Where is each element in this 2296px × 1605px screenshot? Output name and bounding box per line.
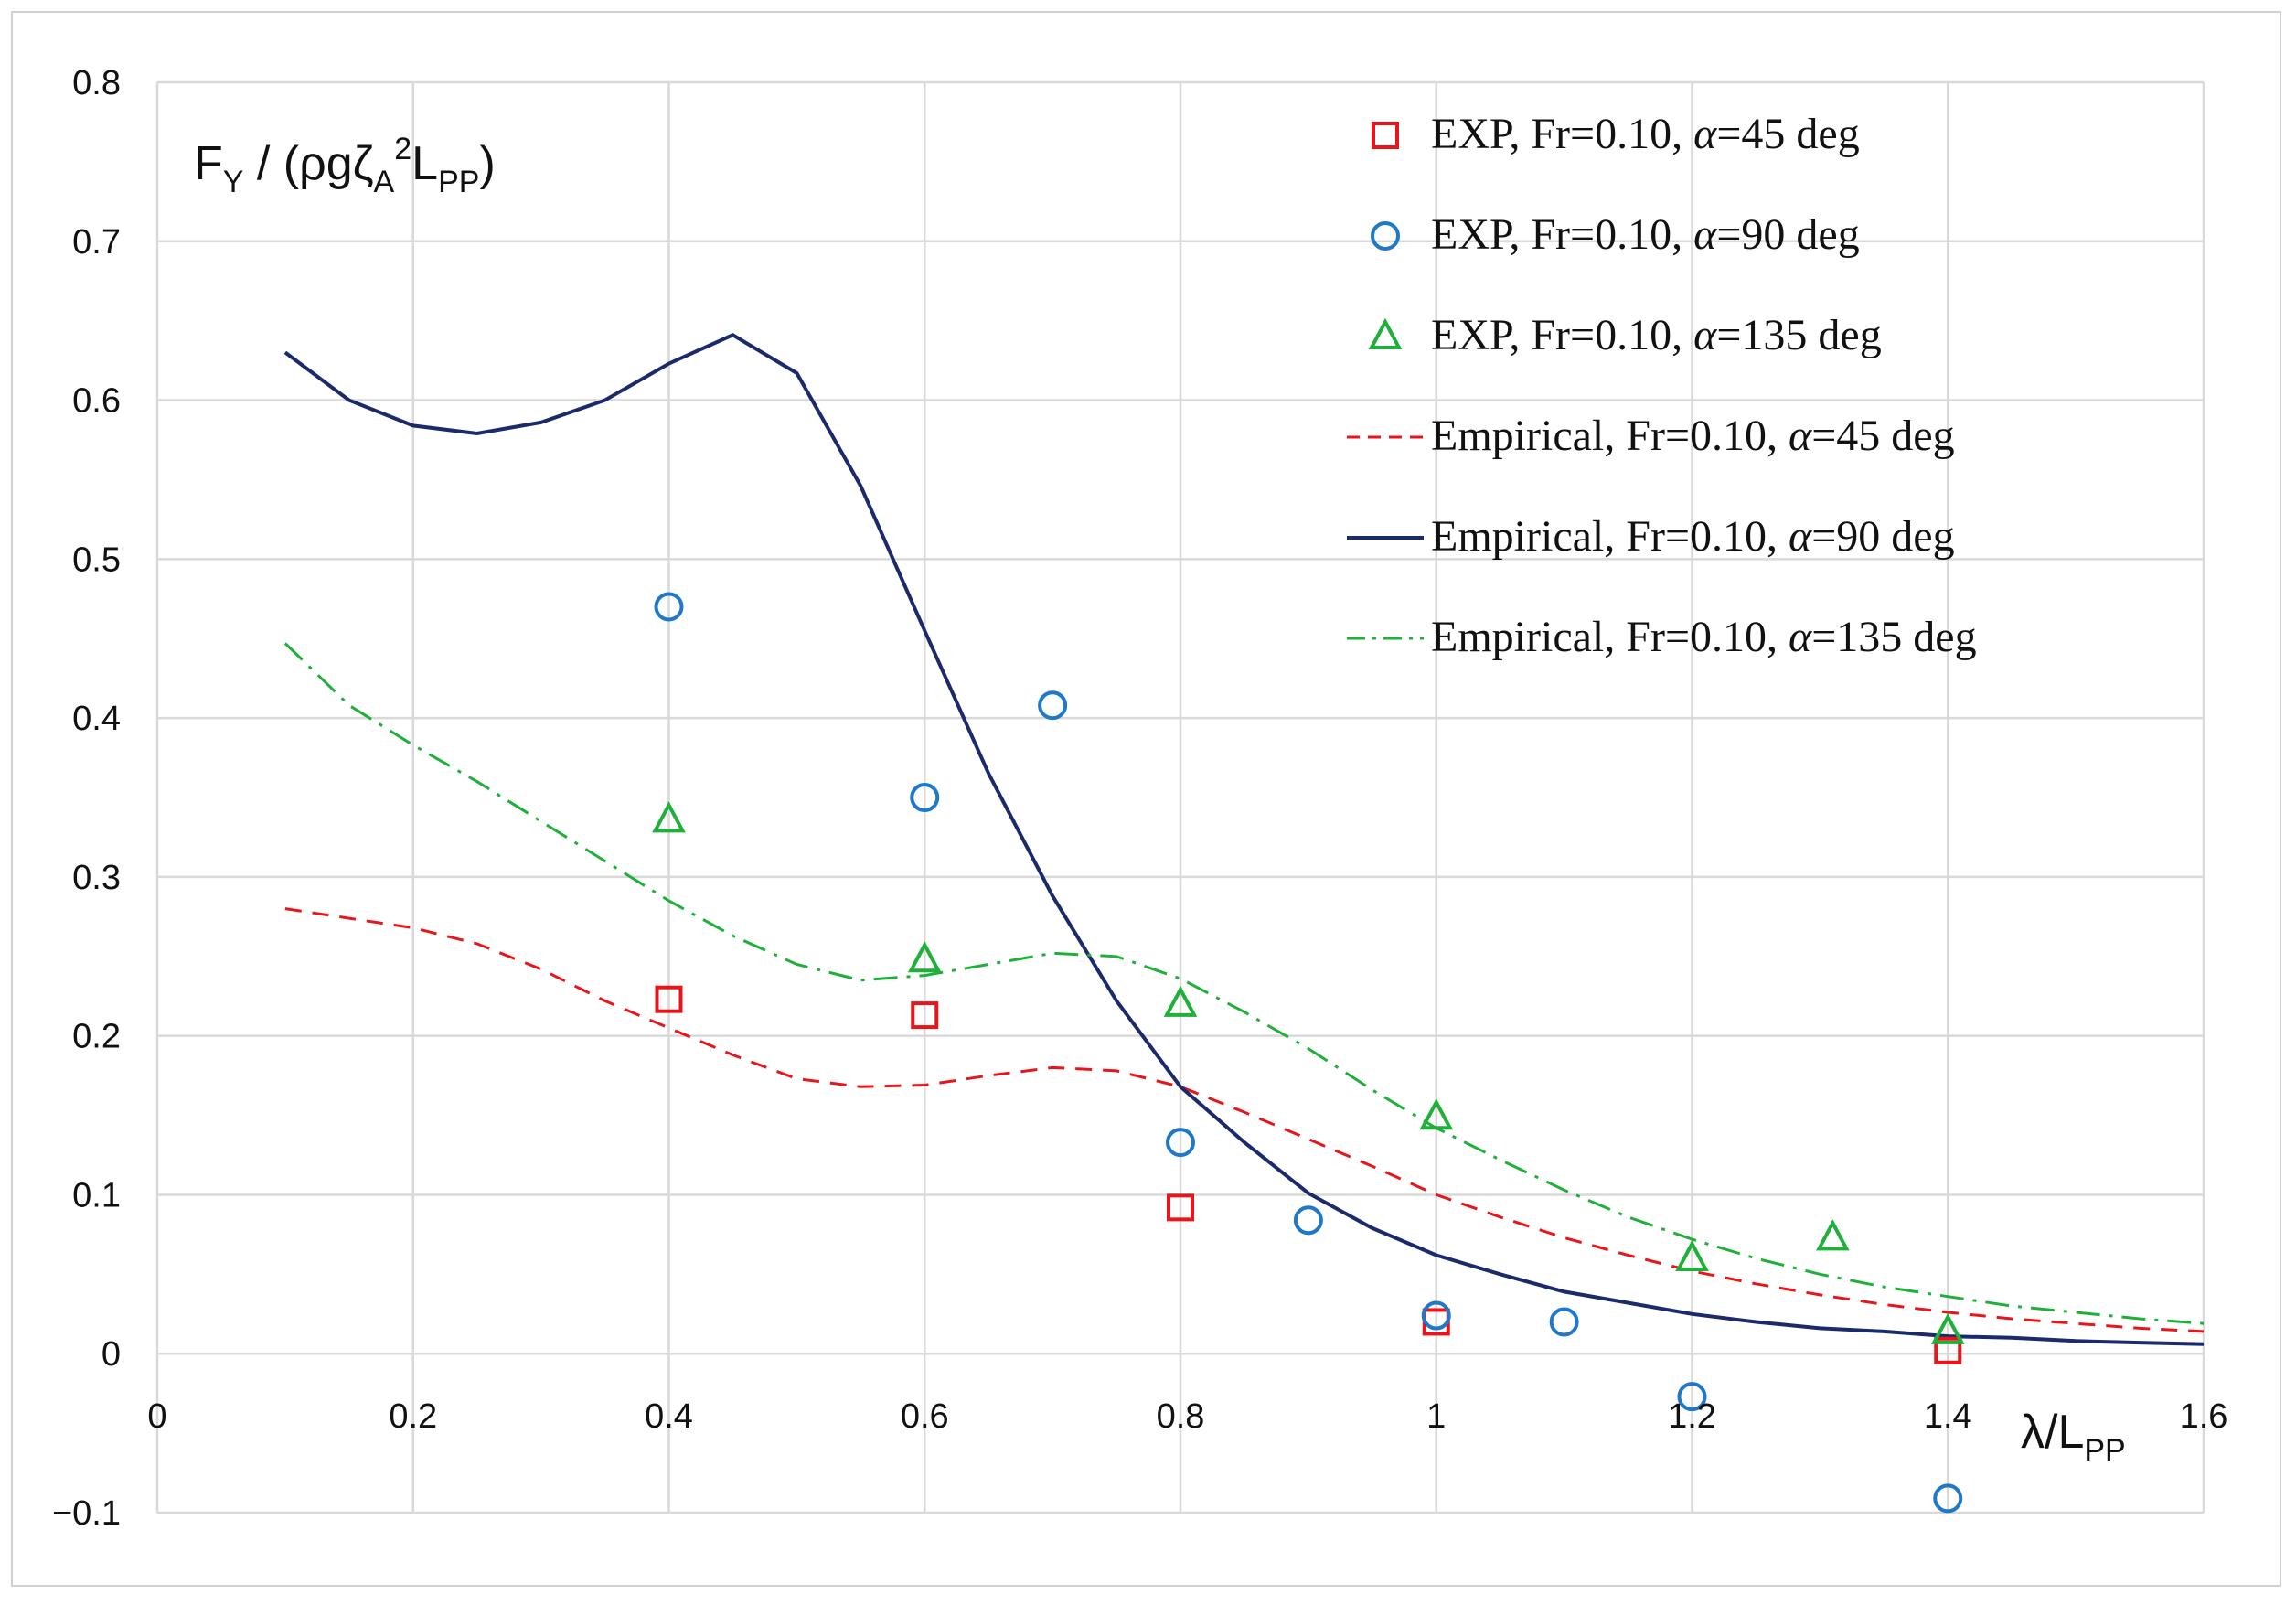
legend-entry: EXP, Fr=0.10, α=90 deg <box>1371 210 1860 259</box>
data-point-square <box>1934 1336 1962 1364</box>
y-tick-label: 0.7 <box>72 223 121 262</box>
legend-entry: EXP, Fr=0.10, α=45 deg <box>1372 110 1860 158</box>
legend-label: Empirical, Fr=0.10, α=135 deg <box>1431 613 1977 661</box>
legend-entry: EXP, Fr=0.10, α=135 deg <box>1368 311 1882 359</box>
tick-layer: −0.1 0 0.1 0.2 0.3 0.4 0.5 0.6 0.7 0.8 0 0.2 0.4 0.6 0… <box>52 64 2227 1533</box>
data-point-triangle <box>1163 985 1198 1017</box>
data-point-circle <box>1166 1128 1195 1158</box>
y-tick-label: −0.1 <box>52 1494 121 1533</box>
data-point-circle <box>1933 1483 1963 1514</box>
data-point-circle <box>1677 1382 1707 1412</box>
data-point-circle <box>654 592 684 622</box>
data-point-circle <box>1038 690 1068 721</box>
y-tick-label: 0 <box>101 1335 121 1374</box>
legend-entry: Empirical, Fr=0.10, α=90 deg <box>1347 512 1955 561</box>
legend-symbol-square <box>1372 122 1399 149</box>
legend-label: EXP, Fr=0.10, α=135 deg <box>1431 311 1882 359</box>
y-tick-label: 0.2 <box>72 1018 121 1056</box>
chart-frame <box>11 11 2281 1587</box>
legend-label: Empirical, Fr=0.10, α=90 deg <box>1431 512 1955 561</box>
data-point-circle <box>1421 1300 1451 1331</box>
data-point-triangle <box>1419 1098 1454 1130</box>
legend: EXP, Fr=0.10, α=45 deg EXP, Fr=0.10, α=90… <box>1347 110 1977 661</box>
x-tick-label: 1.2 <box>1668 1397 1716 1436</box>
legend-entry: Empirical, Fr=0.10, α=135 deg <box>1347 613 1977 661</box>
data-point-circle <box>1293 1205 1323 1236</box>
data-point-square <box>1167 1193 1194 1222</box>
legend-symbol-triangle <box>1368 317 1403 349</box>
y-tick-label: 0.3 <box>72 859 121 897</box>
x-tick-label: 0.6 <box>901 1397 949 1436</box>
data-point-triangle <box>652 801 686 833</box>
data-point-circle <box>1549 1307 1579 1337</box>
series-line <box>283 642 2205 1325</box>
y-tick-label: 0.5 <box>72 540 121 579</box>
data-point-triangle <box>1816 1219 1850 1251</box>
data-point-square <box>911 1001 939 1030</box>
x-tick-label: 1.4 <box>1924 1397 1972 1436</box>
y-tick-label: 0.1 <box>72 1176 121 1214</box>
series-layer <box>283 333 2205 1514</box>
y-tick-label: 0.6 <box>72 382 121 421</box>
x-tick-label: 0.8 <box>1157 1397 1205 1436</box>
x-tick-label: 0.2 <box>389 1397 437 1436</box>
grid-layer <box>155 80 2205 1514</box>
y-tick-label: 0.8 <box>72 64 121 102</box>
x-tick-label: 1 <box>1426 1397 1446 1436</box>
x-tick-label: 1.6 <box>2180 1397 2228 1436</box>
x-tick-label: 0 <box>147 1397 166 1436</box>
legend-symbol-circle <box>1371 221 1400 251</box>
data-point-square <box>655 985 683 1013</box>
data-point-triangle <box>907 941 942 973</box>
data-point-triangle <box>1675 1239 1709 1271</box>
series-line <box>283 333 2205 1346</box>
x-axis-title: λ/LPP <box>2021 1406 2126 1468</box>
legend-entry: Empirical, Fr=0.10, α=45 deg <box>1347 412 1955 460</box>
data-point-triangle <box>1930 1312 1965 1344</box>
legend-label: EXP, Fr=0.10, α=45 deg <box>1431 110 1860 158</box>
data-point-circle <box>910 783 940 812</box>
series-line <box>284 907 2205 1333</box>
legend-label: Empirical, Fr=0.10, α=45 deg <box>1431 412 1955 460</box>
y-axis-title: FY / (ρgζA2LPP) <box>194 132 496 199</box>
x-tick-label: 0.4 <box>645 1397 693 1436</box>
legend-label: EXP, Fr=0.10, α=90 deg <box>1431 210 1860 259</box>
y-tick-label: 0.4 <box>72 700 121 738</box>
